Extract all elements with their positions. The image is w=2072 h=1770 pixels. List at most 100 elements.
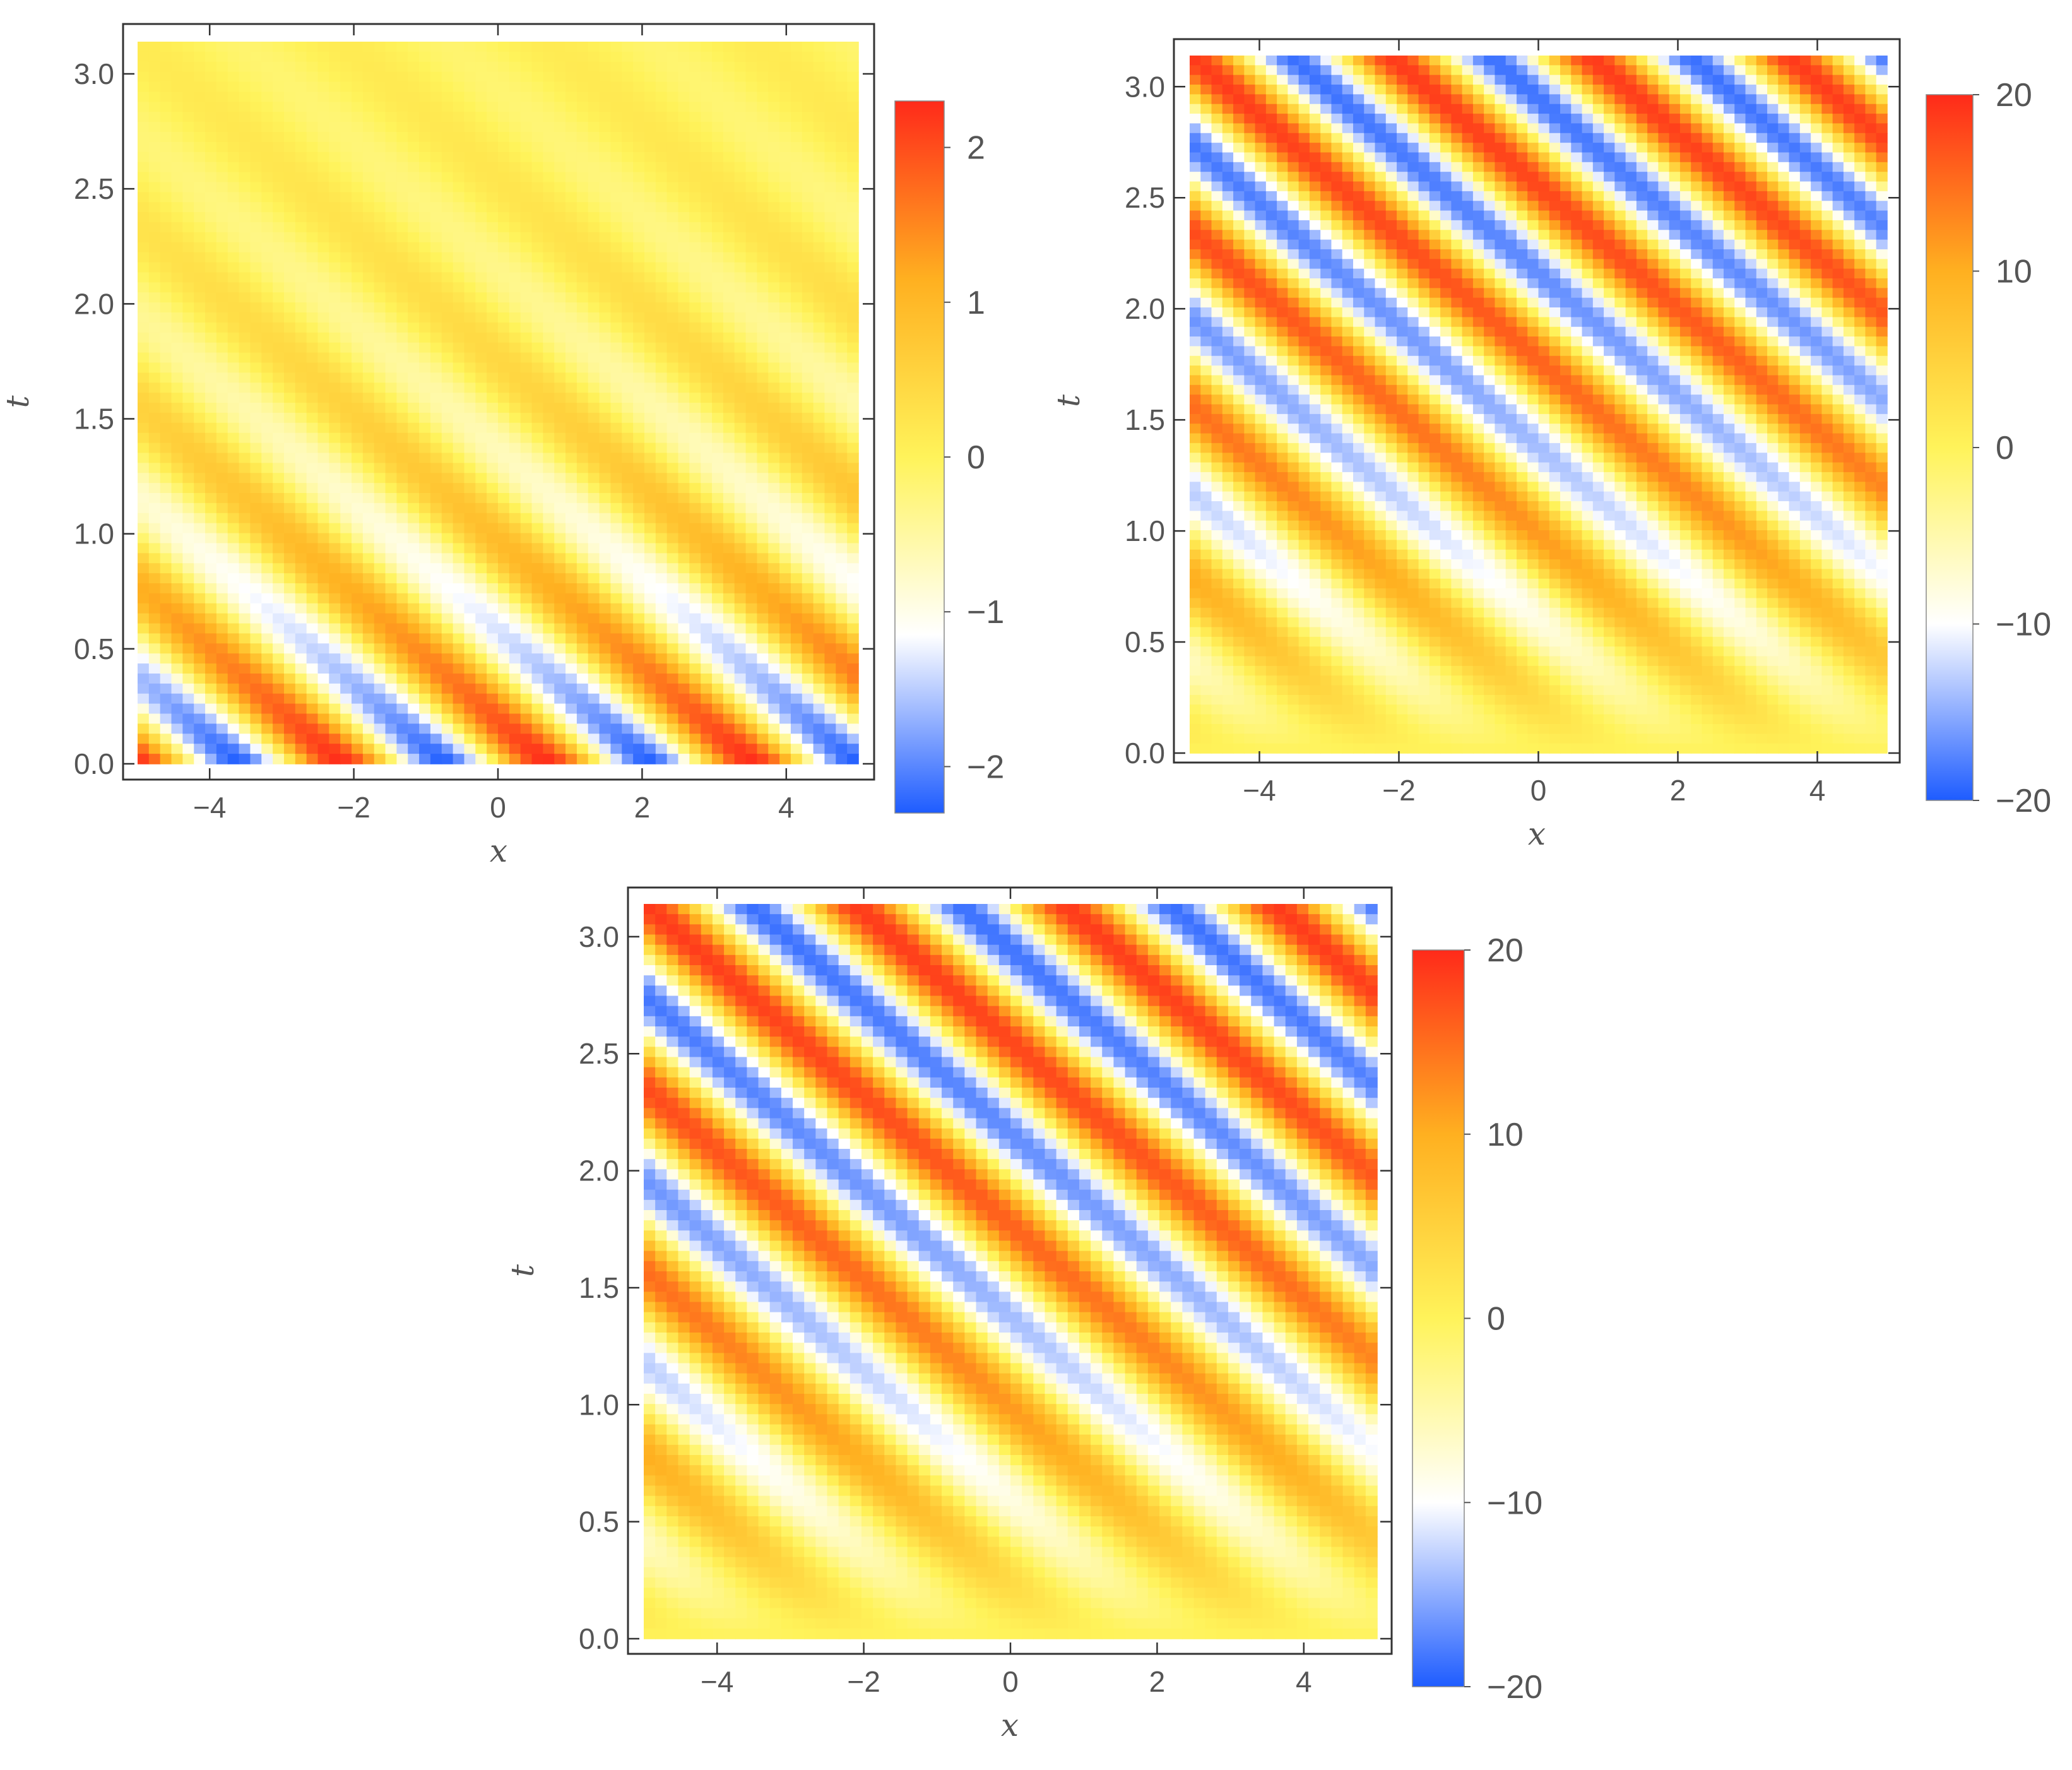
heatmap-cell [261, 292, 273, 303]
heatmap-cell [1233, 133, 1245, 143]
heatmap-cell [1211, 685, 1223, 696]
heatmap-cell [543, 252, 555, 263]
heatmap-cell [148, 502, 161, 514]
heatmap-cell [385, 502, 398, 514]
heatmap-cell [712, 513, 724, 524]
heatmap-cell [599, 122, 612, 133]
heatmap-cell [239, 412, 251, 424]
heatmap-cell [352, 81, 364, 93]
heatmap-cell [498, 543, 510, 554]
heatmap-cell [599, 132, 612, 143]
heatmap-cell [554, 693, 566, 704]
heatmap-cell [610, 172, 623, 183]
heatmap-cell [329, 61, 341, 73]
heatmap-cell [813, 674, 826, 684]
heatmap-cell [802, 734, 814, 745]
heatmap-cell [430, 483, 442, 494]
heatmap-cell [250, 272, 263, 283]
heatmap-cell [148, 132, 161, 143]
heatmap-cell [138, 553, 150, 564]
heatmap-cell [317, 403, 330, 413]
heatmap-cell [644, 633, 656, 644]
heatmap-cell [1200, 346, 1212, 357]
heatmap-cell [610, 422, 623, 434]
heatmap-cell [430, 172, 442, 183]
heatmap-cell [261, 132, 273, 143]
heatmap-cell [678, 352, 690, 364]
heatmap-cell [836, 393, 848, 403]
heatmap-cell [554, 222, 566, 233]
heatmap-cell [385, 61, 398, 73]
heatmap-cell [408, 362, 420, 374]
heatmap-cell [441, 112, 454, 122]
heatmap-cell [802, 112, 814, 122]
heatmap-cell [160, 81, 172, 93]
heatmap-cell [520, 202, 533, 213]
heatmap-cell [239, 403, 251, 413]
heatmap-cell [329, 292, 341, 303]
heatmap-cell [802, 744, 814, 754]
heatmap-cell [565, 744, 577, 754]
heatmap-cell [520, 282, 533, 294]
heatmap-cell [306, 523, 319, 534]
heatmap-cell [554, 483, 566, 494]
heatmap-cell [633, 573, 645, 584]
heatmap-cell [295, 162, 307, 173]
heatmap-cell [531, 352, 544, 364]
heatmap-cell [216, 182, 228, 193]
heatmap-cell [205, 202, 217, 213]
heatmap-cell [227, 473, 240, 484]
heatmap-cell [1233, 268, 1245, 279]
heatmap-cell [261, 473, 273, 484]
heatmap-cell [148, 553, 161, 564]
heatmap-cell [734, 212, 747, 223]
heatmap-cell [1211, 326, 1223, 337]
heatmap-cell [531, 653, 544, 664]
heatmap-cell [543, 442, 555, 454]
heatmap-cell [475, 162, 487, 173]
heatmap-cell [712, 453, 724, 464]
heatmap-cell [227, 352, 240, 364]
heatmap-cell [273, 252, 285, 263]
heatmap-cell [678, 302, 690, 313]
heatmap-cell [768, 463, 780, 474]
heatmap-cell [261, 51, 273, 62]
heatmap-cell [239, 674, 251, 684]
heatmap-cell [1200, 511, 1212, 521]
heatmap-cell [250, 81, 263, 93]
heatmap-cell [1233, 210, 1245, 221]
heatmap-cell [182, 122, 195, 133]
heatmap-cell [182, 583, 195, 594]
heatmap-cell [802, 302, 814, 313]
heatmap-cell [1190, 172, 1202, 182]
heatmap-cell [306, 332, 319, 343]
heatmap-cell [194, 342, 206, 353]
heatmap-cell [1200, 491, 1212, 502]
heatmap-cell [216, 483, 228, 494]
heatmap-cell [824, 102, 837, 113]
heatmap-cell [723, 412, 735, 424]
heatmap-cell [1233, 511, 1245, 521]
heatmap-cell [836, 442, 848, 454]
heatmap-cell [216, 412, 228, 424]
heatmap-cell [250, 122, 263, 133]
heatmap-cell [666, 674, 679, 684]
heatmap-cell [689, 483, 701, 494]
heatmap-cell [273, 613, 285, 624]
heatmap-cell [1200, 85, 1212, 95]
heatmap-cell [475, 372, 487, 384]
heatmap-cell [171, 403, 184, 413]
heatmap-cell [227, 483, 240, 494]
heatmap-cell [712, 182, 724, 193]
heatmap-cell [666, 744, 679, 754]
heatmap-cell [633, 51, 645, 62]
heatmap-cell [655, 493, 668, 504]
heatmap-cell [441, 412, 454, 424]
heatmap-cell [509, 202, 521, 213]
heatmap-cell [205, 262, 217, 273]
heatmap-cell [588, 553, 600, 564]
heatmap-cell [396, 212, 409, 223]
heatmap-cell [194, 383, 206, 393]
heatmap-cell [487, 623, 499, 634]
heatmap-cell [498, 573, 510, 584]
